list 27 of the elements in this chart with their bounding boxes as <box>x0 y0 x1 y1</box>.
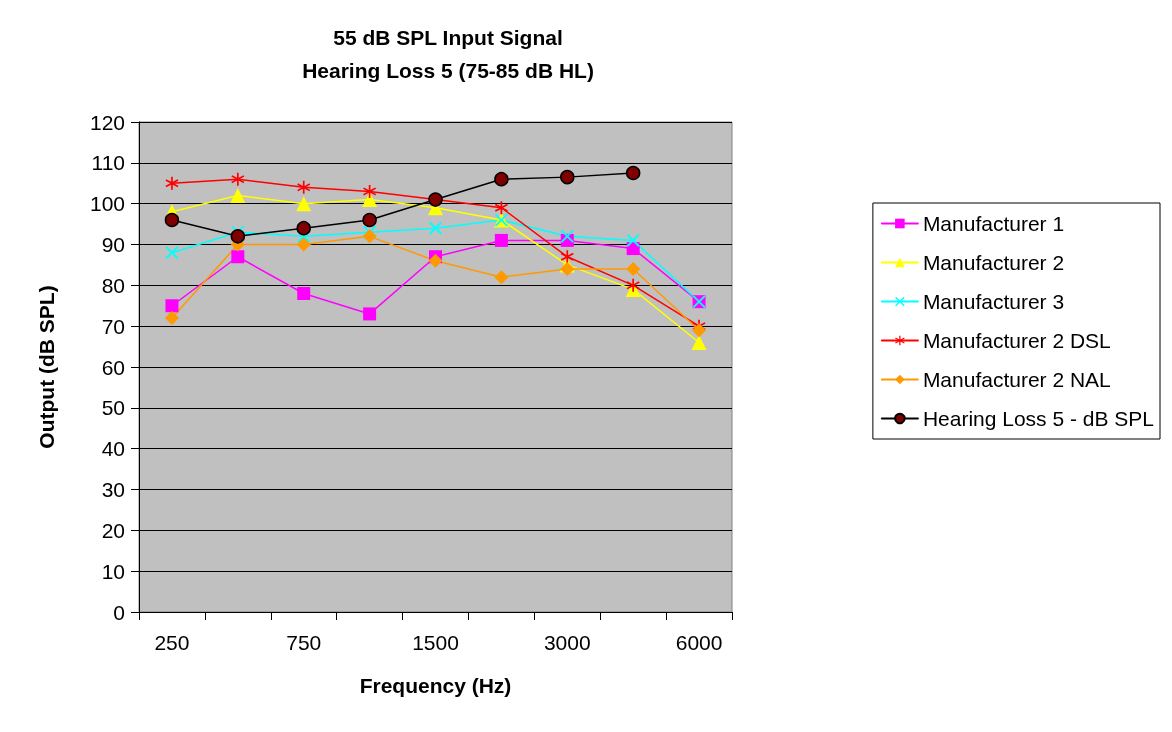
legend-label: Manufacturer 1 <box>922 212 1065 235</box>
legend-label: Manufacturer 2 <box>922 251 1065 274</box>
legend-label: Manufacturer 2 NAL <box>922 368 1111 391</box>
y-tick-label: 80 <box>101 273 125 297</box>
legend-label: Hearing Loss 5 - dB SPL <box>922 407 1154 430</box>
chart-title: 55 dB SPL Input Signal Hearing Loss 5 (75-85 dB HL) <box>302 26 594 82</box>
y-tick-label: 40 <box>101 437 125 461</box>
x-tick-label: 3000 <box>543 631 591 654</box>
y-tick-label: 70 <box>101 314 125 338</box>
legend-label: Manufacturer 3 <box>922 290 1065 313</box>
y-tick-label: 100 <box>89 192 125 216</box>
y-tick-label: 30 <box>101 478 125 501</box>
y-tick-label: 90 <box>101 233 125 256</box>
y-tick-label: 20 <box>101 518 125 542</box>
y-tick-label: 0 <box>113 600 125 624</box>
y-tick-label: 60 <box>101 355 125 379</box>
x-axis-title: Frequency (Hz) <box>359 674 512 697</box>
x-tick-label: 750 <box>286 631 322 654</box>
y-tick-label: 120 <box>89 110 125 134</box>
legend-label: Manufacturer 2 DSL <box>922 329 1111 352</box>
y-axis-title: Output (dB SPL) <box>35 285 58 449</box>
y-tick-label: 110 <box>91 151 125 175</box>
x-tick-label: 6000 <box>675 631 723 654</box>
x-tick-label: 250 <box>154 631 190 654</box>
y-tick-label: 10 <box>101 559 125 583</box>
x-tick-label: 1500 <box>412 631 459 654</box>
y-tick-label: 50 <box>101 396 125 420</box>
